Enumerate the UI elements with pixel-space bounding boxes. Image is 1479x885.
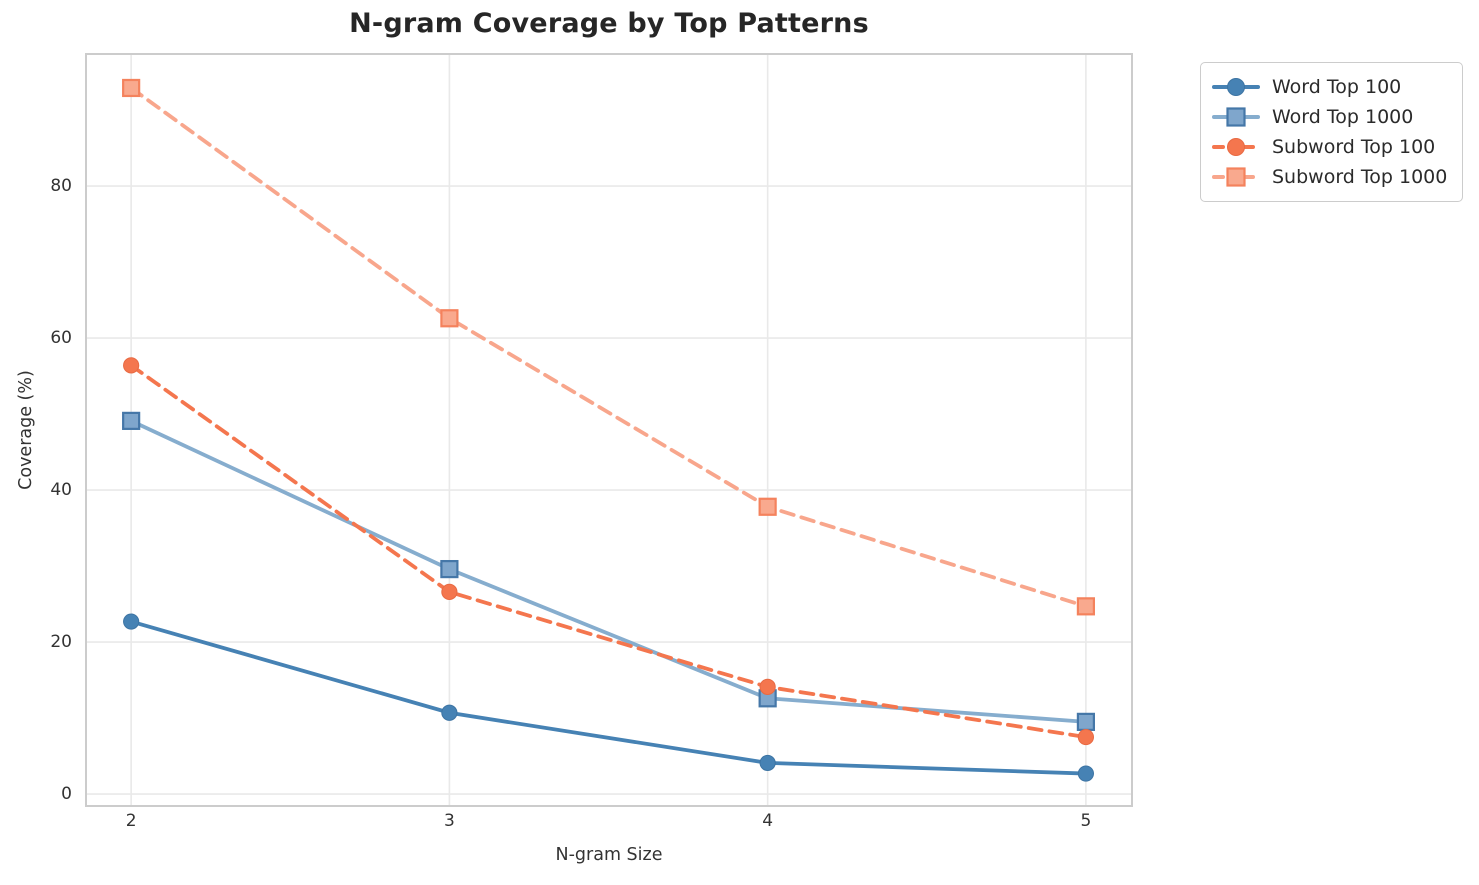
data-point-marker — [759, 678, 776, 696]
data-point-marker — [440, 559, 459, 579]
data-point-marker — [1077, 728, 1094, 746]
legend-line-square-icon — [1212, 107, 1260, 127]
y-tick-label: 20 — [50, 632, 72, 653]
data-point-marker — [1077, 765, 1094, 782]
legend-label: Subword Top 100 — [1272, 136, 1436, 158]
legend-item: Word Top 100 — [1212, 72, 1447, 102]
data-point-marker — [441, 704, 458, 721]
x-tick-label: 4 — [762, 811, 774, 831]
legend-label: Word Top 100 — [1272, 76, 1402, 98]
data-point-marker — [759, 754, 776, 772]
legend-line-circle-icon — [1212, 78, 1260, 96]
legend-line-square-icon — [1212, 167, 1260, 187]
y-tick-label: 40 — [50, 480, 72, 501]
series-line-3 — [129, 86, 1088, 609]
legend-item: Word Top 1000 — [1212, 102, 1447, 132]
data-point-marker — [1076, 712, 1095, 731]
legend-line-circle-icon — [1212, 138, 1260, 156]
data-point-marker — [440, 309, 459, 328]
y-tick-label: 60 — [50, 328, 72, 349]
plot-area — [85, 53, 1133, 807]
legend-item: Subword Top 100 — [1212, 132, 1447, 162]
data-point-marker — [122, 411, 141, 430]
plot-border — [85, 53, 1133, 807]
x-tick-label: 2 — [125, 811, 137, 831]
legend-item: Subword Top 1000 — [1212, 162, 1447, 192]
y-axis-label: Coverage (%) — [16, 370, 36, 490]
legend-label: Subword Top 1000 — [1272, 166, 1448, 188]
series-line-2 — [129, 363, 1088, 739]
data-point-marker — [123, 613, 140, 630]
x-tick-label: 5 — [1080, 811, 1092, 831]
data-point-marker — [123, 357, 140, 374]
data-point-marker — [758, 497, 777, 516]
series-line-0 — [129, 619, 1088, 776]
data-point-marker — [441, 583, 458, 600]
legend: Word Top 100 Word Top 1000 Subword Top 100… — [1200, 62, 1464, 202]
chart-title: N-gram Coverage by Top Patterns — [349, 8, 869, 39]
legend-label: Word Top 1000 — [1272, 106, 1414, 128]
y-tick-label: 0 — [61, 784, 72, 805]
x-axis-label: N-gram Size — [555, 845, 663, 865]
data-point-marker — [122, 78, 141, 98]
data-point-marker — [1076, 597, 1095, 616]
x-tick-label: 3 — [443, 811, 455, 831]
y-tick-label: 80 — [50, 176, 72, 196]
